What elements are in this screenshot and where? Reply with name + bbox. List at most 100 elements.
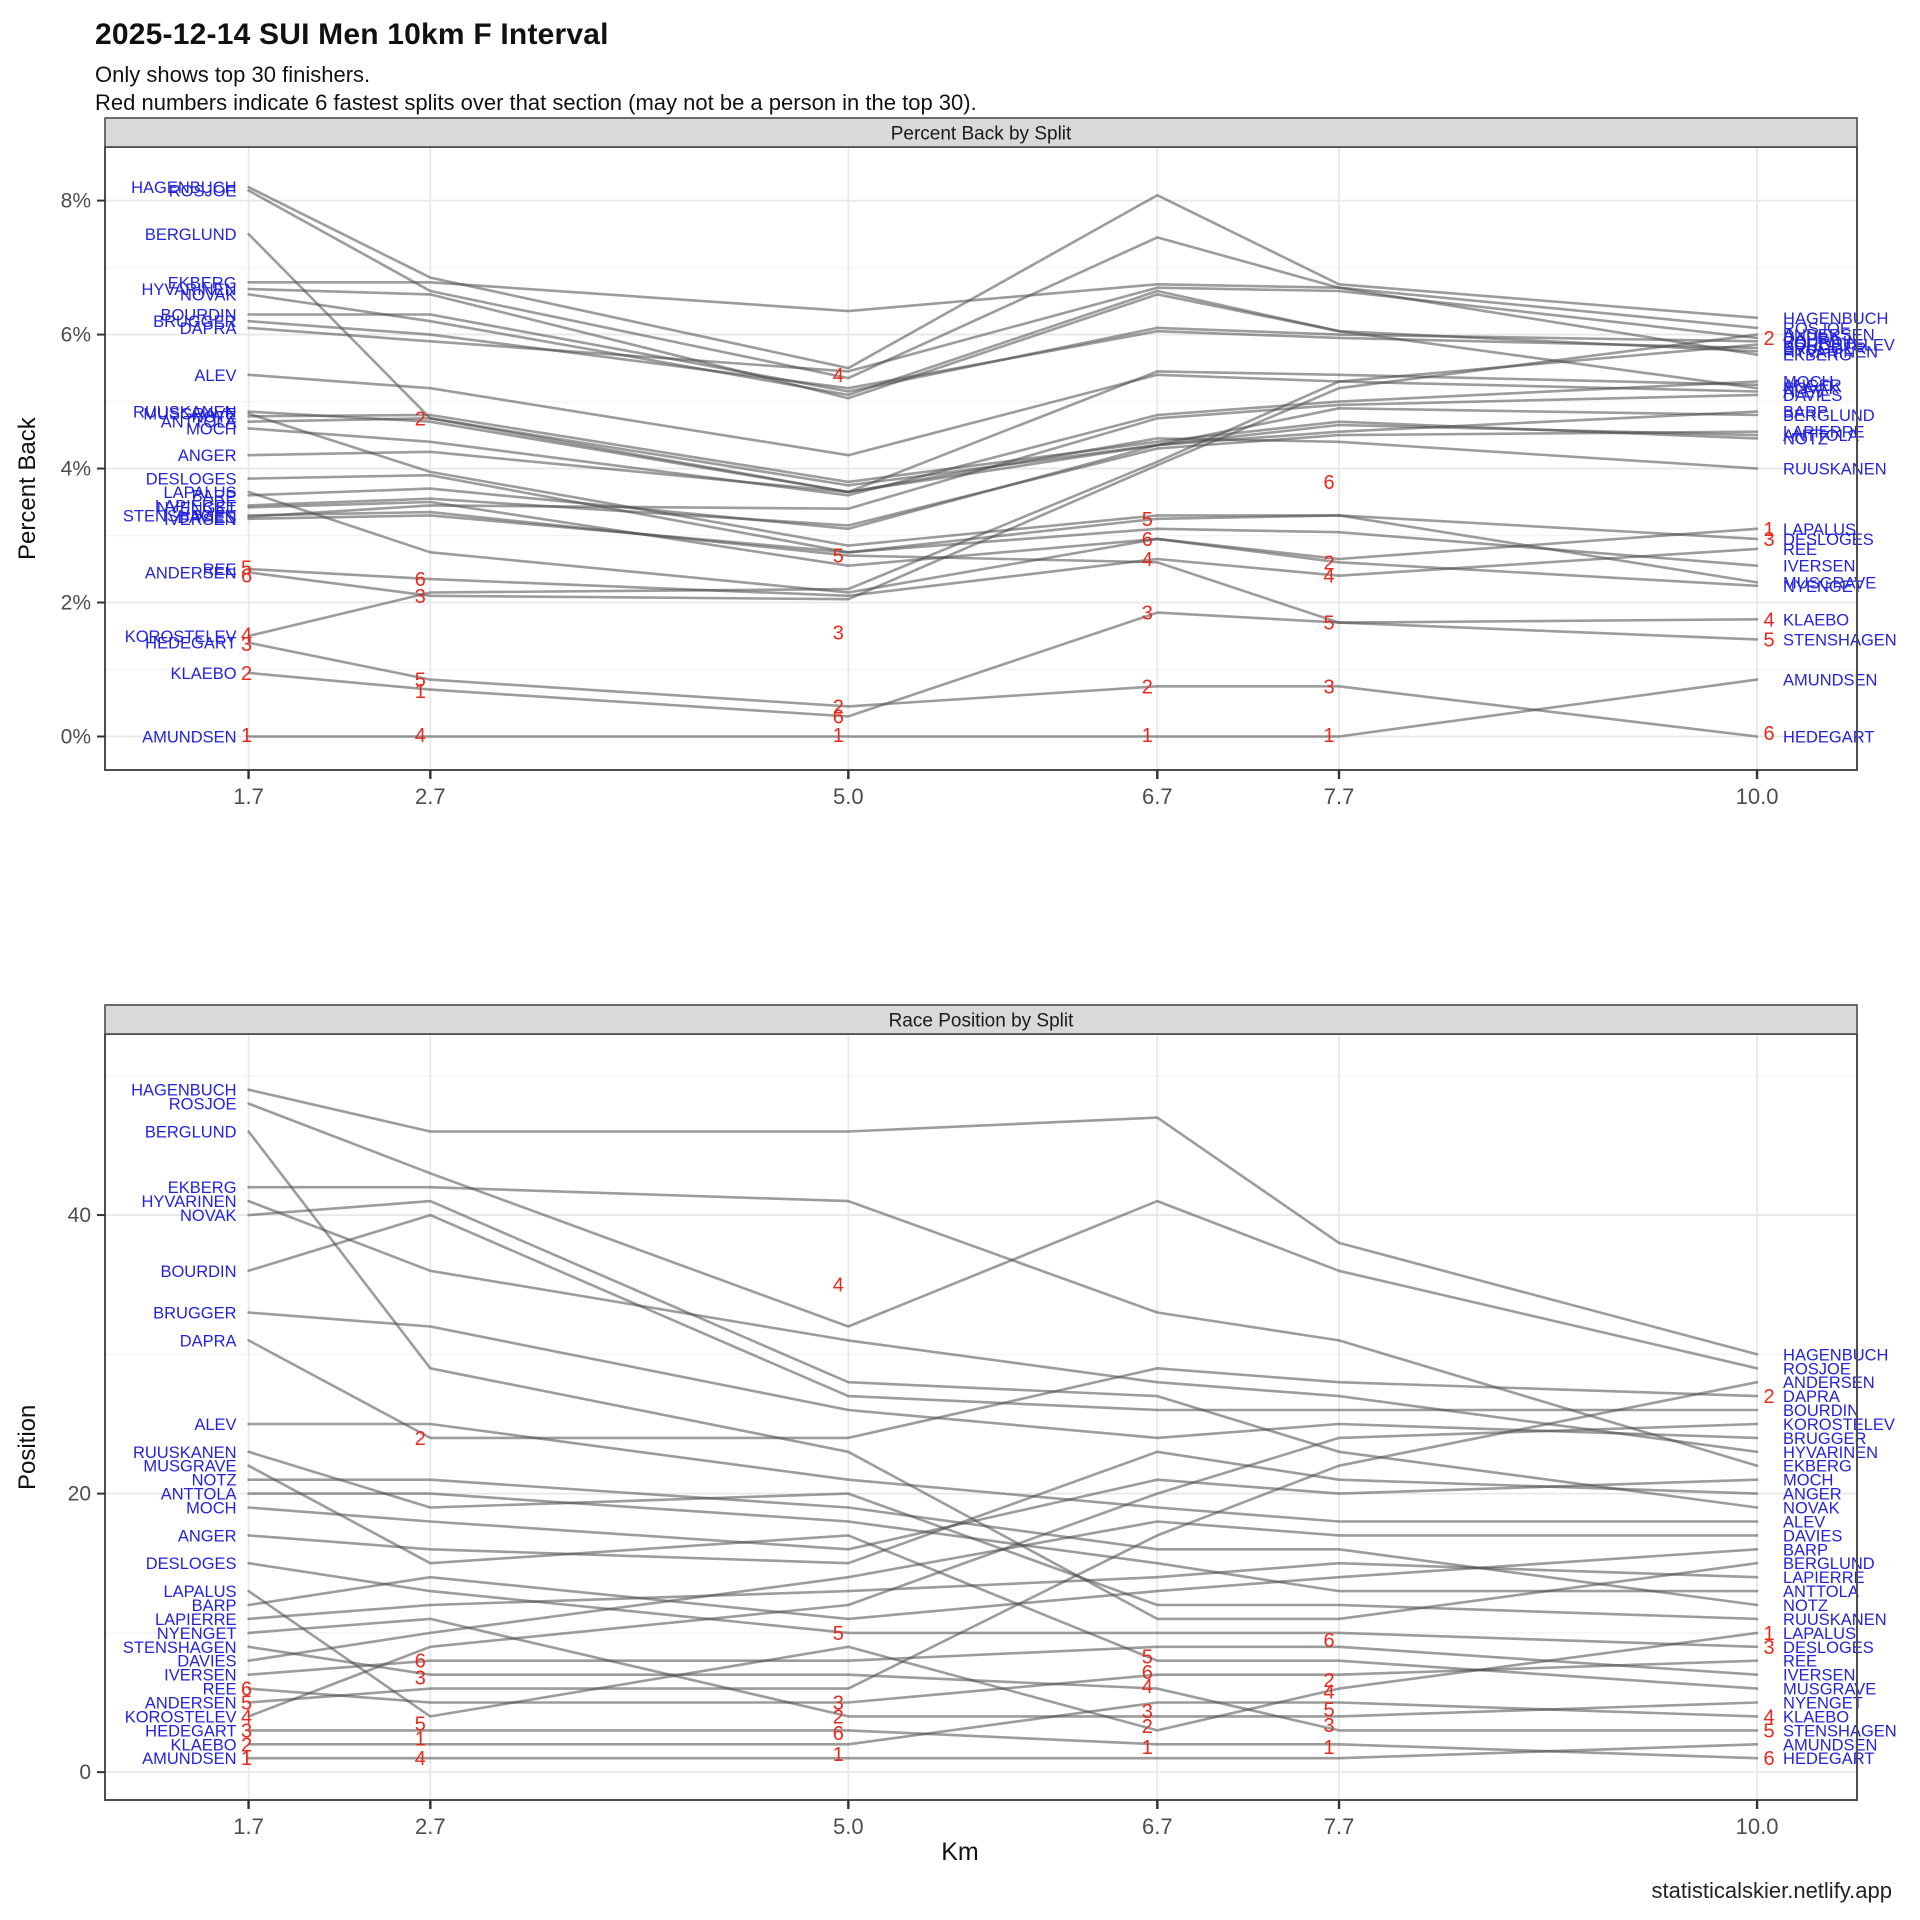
fastest-split-number: 2: [1763, 328, 1774, 350]
subtitle-line-1: Only shows top 30 finishers.: [95, 62, 371, 87]
skier-line: [247, 1547, 1759, 1621]
skier-label-left: DAPRA: [180, 1332, 237, 1350]
skier-label-right: ALEV: [1783, 1513, 1825, 1531]
skier-line: [247, 1130, 1759, 1621]
skier-line: [247, 380, 1759, 497]
skier-line: [247, 413, 1759, 484]
y-tick-label: 2%: [61, 592, 91, 615]
skier-label-left: DAPRA: [180, 320, 237, 338]
skier-line: [247, 1464, 1759, 1690]
fastest-split-number: 4: [1142, 1676, 1153, 1698]
skier-label-left: AMUNDSEN: [142, 1750, 236, 1768]
y-tick-label: 4%: [61, 458, 91, 481]
x-tick-label: 1.7: [233, 1814, 264, 1839]
skier-line: [247, 412, 1759, 584]
skier-line: [247, 547, 1759, 598]
fastest-split-number: 3: [1763, 529, 1774, 551]
skier-label-right: REE: [1783, 541, 1817, 559]
skier-label-right: HEDEGART: [1783, 1750, 1874, 1768]
fastest-split-number: 3: [1142, 1701, 1153, 1723]
fastest-split-number: 6: [415, 1651, 426, 1673]
skier-line: [247, 1561, 1759, 1649]
skier-line: [247, 370, 1759, 494]
fastest-split-number: 6: [241, 566, 252, 588]
skier-label-right: DAPRA: [1783, 330, 1840, 348]
fastest-split-number: 3: [241, 634, 252, 656]
skier-label-right: REE: [1783, 1653, 1817, 1671]
skier-label-right: LAPIERRE: [1783, 1569, 1865, 1587]
skier-label-right: DAVIES: [1783, 387, 1842, 405]
skier-label-right: ROSJOE: [1783, 1360, 1851, 1378]
fastest-split-number: 3: [415, 1667, 426, 1689]
skier-label-right: HAGENBUCH: [1783, 310, 1888, 328]
y-tick-label: 40: [68, 1204, 91, 1227]
skier-line: [247, 185, 1759, 370]
fastest-split-number: 5: [415, 670, 426, 692]
skier-line: [247, 1492, 1759, 1593]
skier-line: [247, 232, 1759, 494]
x-tick-label: 5.0: [833, 784, 864, 809]
fastest-split-number: 3: [1763, 1637, 1774, 1659]
skier-label-right: NOTZ: [1783, 430, 1828, 448]
skier-label-right: DESLOGES: [1783, 1639, 1874, 1657]
skier-label-left: KLAEBO: [171, 1736, 237, 1754]
skier-label-left: BARP: [192, 1597, 237, 1615]
fastest-split-number: 3: [241, 1720, 252, 1742]
skier-label-right: BRUGGER: [1783, 340, 1867, 358]
skier-label-right: STENSHAGEN: [1783, 631, 1897, 649]
skier-line: [247, 500, 1759, 588]
fastest-split-number: 5: [1323, 613, 1334, 635]
fastest-split-number: 4: [415, 725, 426, 747]
skier-label-left: IVERSEN: [164, 511, 236, 529]
skier-label-left: ANTTOLA: [161, 414, 237, 432]
skier-line: [247, 678, 1759, 738]
skier-label-right: STENSHAGEN: [1783, 1722, 1897, 1740]
x-tick-label: 2.7: [415, 1814, 446, 1839]
skier-label-right: BOURDIN: [1783, 1402, 1859, 1420]
x-tick-label: 5.0: [833, 1814, 864, 1839]
skier-line: [247, 1589, 1759, 1732]
skier-label-left: BRUGGER: [153, 1305, 237, 1323]
skier-line: [247, 287, 1759, 400]
skier-line: [247, 473, 1759, 554]
skier-label-left: EKBERG: [168, 274, 237, 292]
skier-label-left: LAPALUS: [163, 484, 236, 502]
skier-line: [247, 1380, 1759, 1704]
skier-label-right: HYVARINEN: [1783, 1444, 1878, 1462]
skier-label-left: BRUGGER: [153, 313, 237, 331]
fastest-split-number: 1: [1323, 1737, 1334, 1759]
skier-label-left: NOTZ: [192, 408, 237, 426]
x-tick-label: 1.7: [233, 784, 264, 809]
skier-label-left: ANGER: [178, 447, 237, 465]
skier-label-right: DAVIES: [1783, 1527, 1842, 1545]
skier-label-left: HAGENBUCH: [131, 179, 236, 197]
fastest-split-number: 4: [833, 1275, 844, 1297]
skier-label-right: LAPIERRE: [1783, 424, 1865, 442]
fastest-split-number: 6: [1142, 529, 1153, 551]
x-tick-label: 7.7: [1324, 784, 1355, 809]
skier-label-left: KLAEBO: [171, 665, 237, 683]
skier-label-right: RUUSKANEN: [1783, 1611, 1887, 1629]
skier-label-right: KOROSTELEV: [1783, 1416, 1895, 1434]
skier-line: [247, 289, 1759, 397]
skier-label-left: BERGLUND: [145, 226, 237, 244]
fastest-split-number: 6: [241, 1679, 252, 1701]
skier-label-left: HYVARINEN: [142, 281, 237, 299]
skier-line: [247, 1617, 1759, 1718]
skier-label-left: LAPIERRE: [155, 1611, 237, 1629]
fastest-split-number: 5: [833, 1623, 844, 1645]
fastest-split-number: 3: [833, 1693, 844, 1715]
fastest-split-number: 1: [833, 725, 844, 747]
skier-line: [247, 514, 1759, 568]
skier-label-right: ANTTOLA: [1783, 1583, 1859, 1601]
skier-label-left: NOVAK: [180, 1207, 237, 1225]
skier-label-right: IVERSEN: [1783, 1667, 1855, 1685]
skier-label-right: ANDERSEN: [1783, 1374, 1875, 1392]
panel-strip-title: Race Position by Split: [889, 1011, 1075, 1032]
skier-label-left: BERGLUND: [145, 1123, 237, 1141]
skier-label-left: RUUSKANEN: [133, 1444, 237, 1462]
skier-label-right: IVERSEN: [1783, 558, 1855, 576]
skier-line: [247, 1185, 1759, 1468]
fastest-split-number: 2: [1142, 1716, 1153, 1738]
skier-label-left: ROSJOE: [169, 1096, 237, 1114]
